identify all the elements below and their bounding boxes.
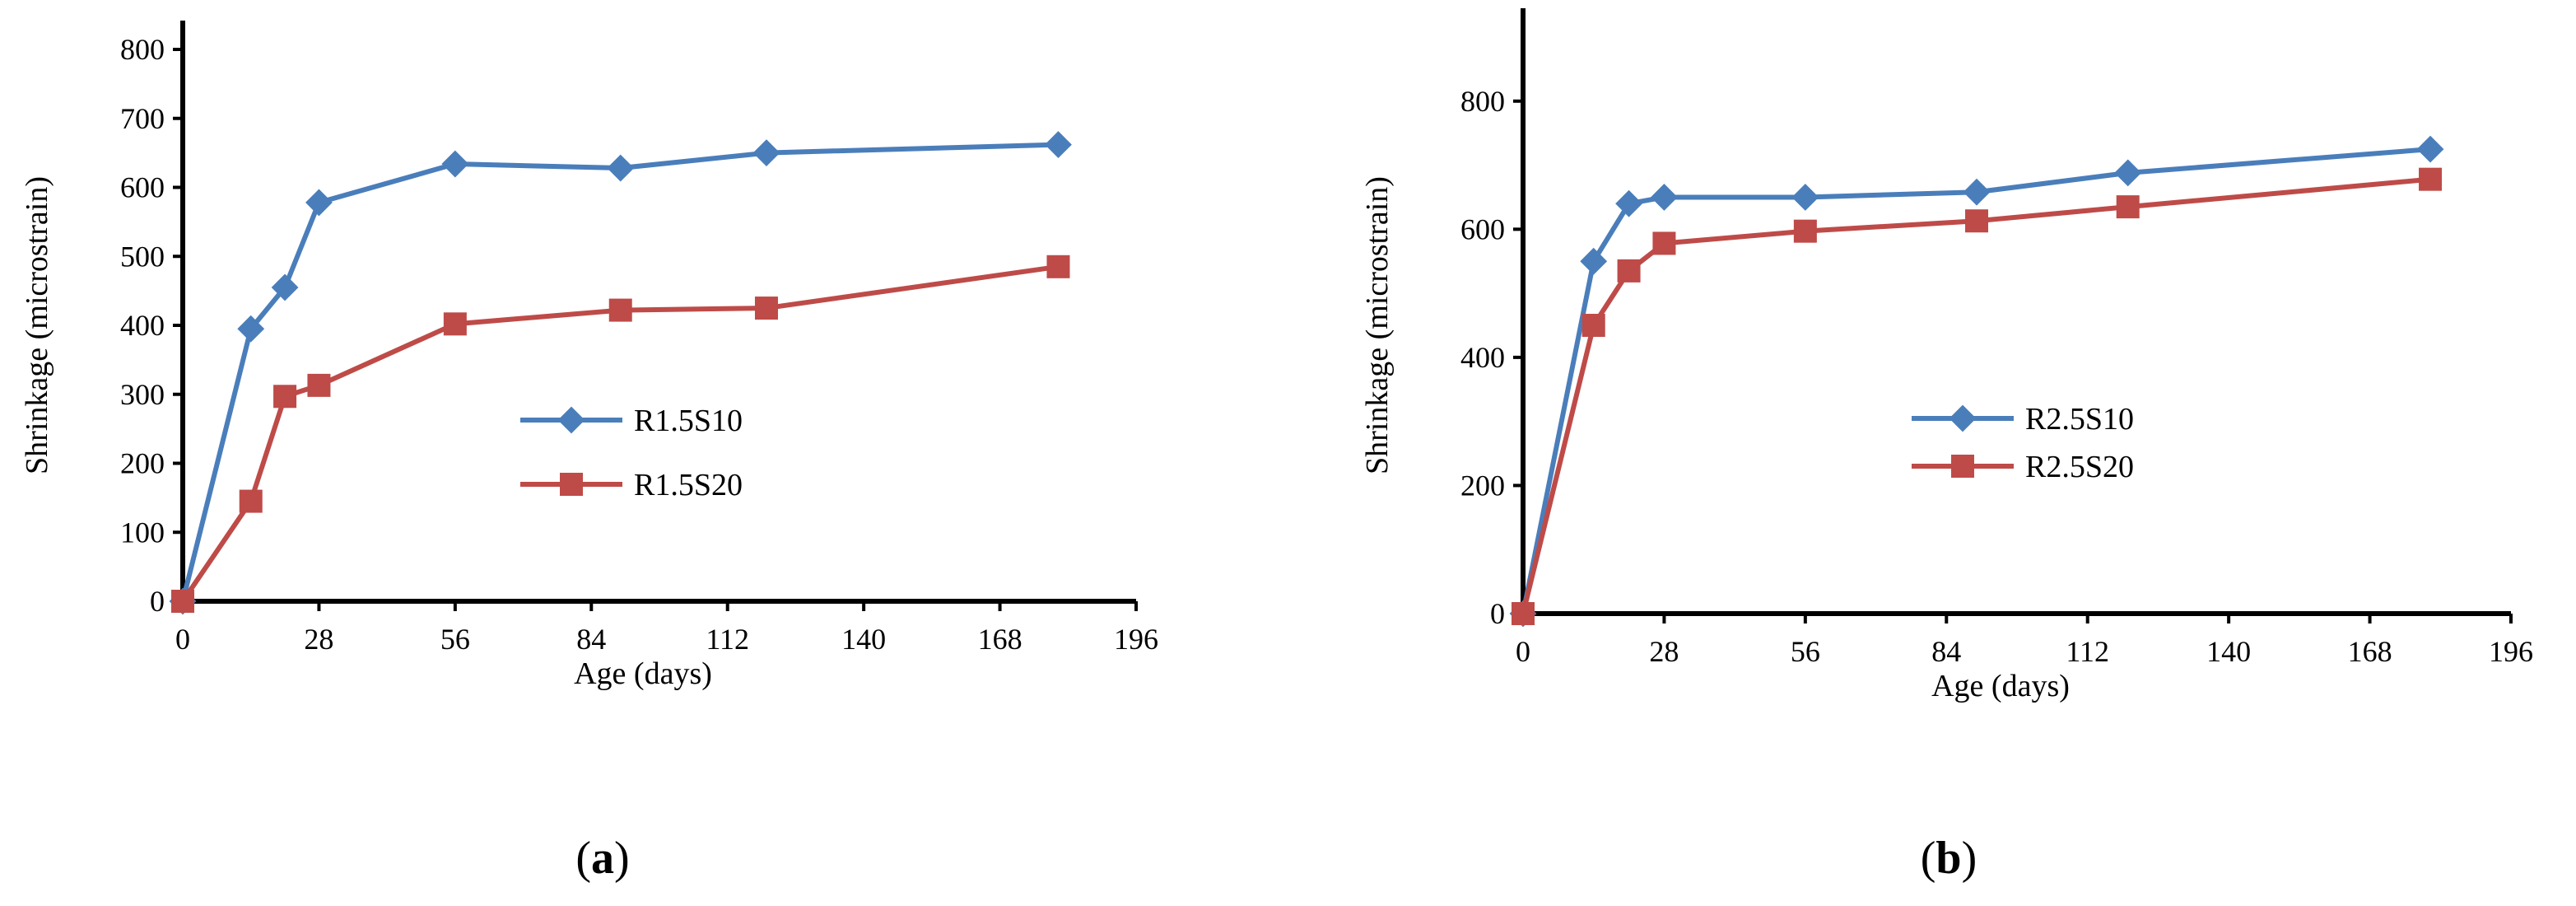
x-tick-label: 84	[576, 623, 606, 656]
y-tick-label: 100	[120, 516, 165, 549]
legend-label: R2.5S20	[2025, 450, 2134, 484]
x-axis-title: Age (days)	[1931, 669, 2070, 703]
chart-panel-a: 0 100 200 300 400 500 600 700 800 0 28 56 84 112 140 16…	[20, 21, 1158, 691]
x-tick-label: 168	[2348, 635, 2392, 668]
data-point-square	[608, 298, 632, 322]
chart-panel-b: 0 200 400 600 800 0 28 56 84 112 140 168 196 Age (day…	[1360, 8, 2533, 703]
y-tick-label: 0	[150, 585, 165, 618]
y-axis-title: Shrinkage (microstrain)	[20, 176, 54, 474]
x-tick-label: 140	[2206, 635, 2251, 668]
data-point-diamond	[1580, 247, 1608, 275]
x-tick-label: 112	[706, 623, 749, 656]
data-point-diamond	[1615, 189, 1642, 217]
x-tick-label: 56	[1791, 635, 1820, 668]
legend-entry: R2.5S10	[1912, 402, 2134, 437]
data-point-diamond	[305, 189, 333, 217]
data-point-diamond	[557, 406, 585, 434]
data-point-diamond	[271, 273, 299, 301]
data-point-diamond	[441, 150, 469, 178]
x-tick-label: 56	[440, 623, 470, 656]
data-point-diamond	[237, 315, 265, 343]
series-R1.5S10	[169, 131, 1072, 615]
data-point-square	[1046, 255, 1070, 278]
data-point-square	[239, 489, 263, 513]
data-point-diamond	[1949, 404, 1977, 432]
data-point-diamond	[1045, 131, 1072, 158]
data-point-square	[1951, 455, 1974, 478]
data-point-square	[1793, 219, 1817, 243]
y-tick-label: 600	[120, 171, 165, 204]
data-point-diamond	[607, 154, 635, 182]
data-point-square	[1652, 231, 1676, 255]
y-tick-label: 0	[1490, 597, 1505, 630]
y-tick-label: 800	[1460, 85, 1505, 118]
legend-entry: R1.5S20	[520, 468, 743, 502]
series-line	[180, 264, 1059, 603]
x-tick-label: 168	[978, 623, 1022, 656]
data-point-square	[307, 373, 331, 397]
data-point-diamond	[1791, 184, 1819, 211]
data-point-diamond	[2114, 159, 2142, 187]
y-tick-label: 400	[1460, 341, 1505, 374]
legend-label: R2.5S10	[2025, 402, 2134, 437]
legend-entry: R1.5S10	[520, 404, 743, 438]
data-point-diamond	[2416, 135, 2444, 163]
panel-label-b: (b)	[1921, 833, 1977, 884]
data-point-square	[2116, 195, 2140, 219]
y-tick-label: 200	[1460, 469, 1505, 502]
data-point-square	[754, 297, 778, 320]
data-point-diamond	[752, 139, 780, 167]
y-tick-label: 800	[120, 33, 165, 66]
x-tick-label: 196	[2489, 635, 2533, 668]
x-tick-label: 140	[841, 623, 886, 656]
x-tick-label: 112	[2066, 635, 2109, 668]
series-line	[180, 142, 1059, 602]
data-point-diamond	[1963, 178, 1991, 206]
legend-label: R1.5S20	[634, 468, 743, 502]
y-tick-label: 600	[1460, 212, 1505, 245]
series-R2.5S20	[1512, 167, 2443, 625]
y-tick-label: 300	[120, 378, 165, 411]
series-line	[1521, 147, 2431, 614]
x-axis-title: Age (days)	[574, 656, 712, 691]
data-point-square	[2419, 167, 2443, 191]
data-point-square	[273, 385, 297, 409]
legend-entry: R2.5S20	[1912, 450, 2134, 484]
x-tick-label: 84	[1931, 635, 1961, 668]
legend-label: R1.5S10	[634, 404, 743, 438]
data-point-square	[1581, 314, 1605, 337]
data-point-square	[171, 590, 194, 613]
x-tick-label: 28	[304, 623, 333, 656]
data-point-square	[443, 312, 467, 336]
y-tick-label: 400	[120, 309, 165, 342]
y-axis-title: Shrinkage (microstrain)	[1360, 176, 1395, 474]
series-R1.5S20	[171, 255, 1070, 613]
y-tick-label: 500	[120, 240, 165, 273]
data-point-square	[1617, 259, 1641, 283]
data-point-square	[1965, 209, 1989, 233]
data-point-square	[1512, 602, 1535, 625]
y-tick-label: 200	[120, 447, 165, 480]
y-tick-label: 700	[120, 102, 165, 135]
data-point-diamond	[1651, 184, 1678, 211]
x-tick-label: 0	[175, 623, 190, 656]
x-tick-label: 28	[1649, 635, 1679, 668]
data-point-square	[560, 473, 583, 496]
x-tick-label: 196	[1114, 623, 1158, 656]
panel-label-a: (a)	[575, 833, 629, 884]
x-tick-label: 0	[1516, 635, 1530, 668]
